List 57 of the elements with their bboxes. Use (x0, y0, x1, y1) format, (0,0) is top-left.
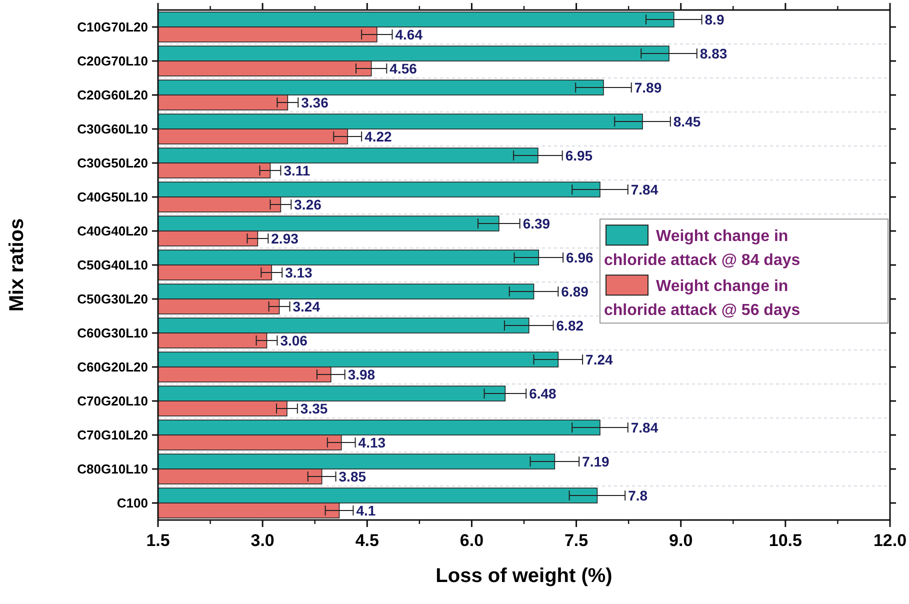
data-label: 2.93 (271, 230, 299, 246)
y-tick-label: C40G40L20 (77, 224, 148, 239)
data-label: 8.83 (700, 45, 728, 62)
data-label: 3.13 (285, 264, 313, 280)
legend-label: Weight change in chloride attack @ 84 days (604, 228, 800, 270)
data-label: 3.35 (300, 400, 328, 416)
y-tick-label: C40G50L10 (77, 190, 148, 205)
data-label: 4.56 (390, 60, 418, 76)
x-tick-label: 3.0 (250, 531, 274, 550)
data-label: 7.84 (630, 419, 658, 436)
data-label: 3.11 (284, 162, 310, 178)
x-tick-label: 6.0 (460, 531, 484, 550)
x-tick-label: 9.0 (669, 531, 693, 550)
y-tick-label: C60G20L20 (77, 360, 148, 375)
data-label: 6.96 (566, 249, 594, 266)
data-label: 6.82 (556, 317, 584, 334)
y-tick-label: C10G70L20 (77, 20, 148, 35)
data-label: 7.8 (628, 487, 648, 504)
x-tick-label: 4.5 (355, 531, 379, 550)
y-tick-label: C20G70L10 (77, 54, 148, 69)
data-label: 4.13 (358, 434, 386, 450)
data-label: 6.48 (529, 385, 557, 402)
y-tick-label: C30G50L20 (77, 156, 148, 171)
y-axis-title: Mix ratios (6, 218, 28, 312)
data-label: 7.84 (630, 181, 658, 198)
data-label: 3.36 (301, 94, 329, 110)
data-label: 8.9 (704, 11, 724, 28)
data-label: 4.22 (364, 128, 392, 144)
data-label: 4.1 (356, 502, 376, 518)
data-label: 6.89 (561, 283, 589, 300)
data-label: 3.06 (280, 332, 308, 348)
y-tick-label: C30G60L10 (77, 122, 148, 137)
data-label: 3.24 (292, 298, 320, 314)
data-label: 3.85 (338, 468, 366, 484)
data-label: 6.39 (522, 215, 550, 232)
legend-label: Weight change in chloride attack @ 56 days (604, 278, 800, 320)
data-label: 4.64 (395, 26, 423, 42)
y-tick-label: C60G30L10 (77, 326, 148, 341)
y-tick-label: C50G30L20 (77, 292, 148, 307)
x-tick-label: 10.5 (768, 531, 802, 550)
x-tick-label: 12.0 (873, 531, 907, 550)
x-tick-label: 7.5 (564, 531, 588, 550)
x-axis-title: Loss of weight (%) (436, 565, 612, 587)
y-tick-label: C80G10L10 (77, 462, 148, 477)
y-tick-label: C70G10L20 (77, 428, 148, 443)
data-label: 8.45 (673, 113, 701, 130)
data-label: 7.89 (634, 79, 662, 96)
x-tick-label: 1.5 (146, 531, 170, 550)
data-label: 7.24 (586, 351, 614, 368)
data-label: 6.95 (565, 147, 593, 164)
y-tick-label: C50G40L10 (77, 258, 148, 273)
y-tick-label: C100 (116, 496, 148, 511)
data-label: 3.26 (294, 196, 322, 212)
y-tick-label: C70G20L10 (77, 394, 148, 409)
data-label: 7.19 (582, 453, 610, 470)
y-tick-label: C20G60L20 (77, 88, 148, 103)
data-label: 3.98 (348, 366, 376, 382)
